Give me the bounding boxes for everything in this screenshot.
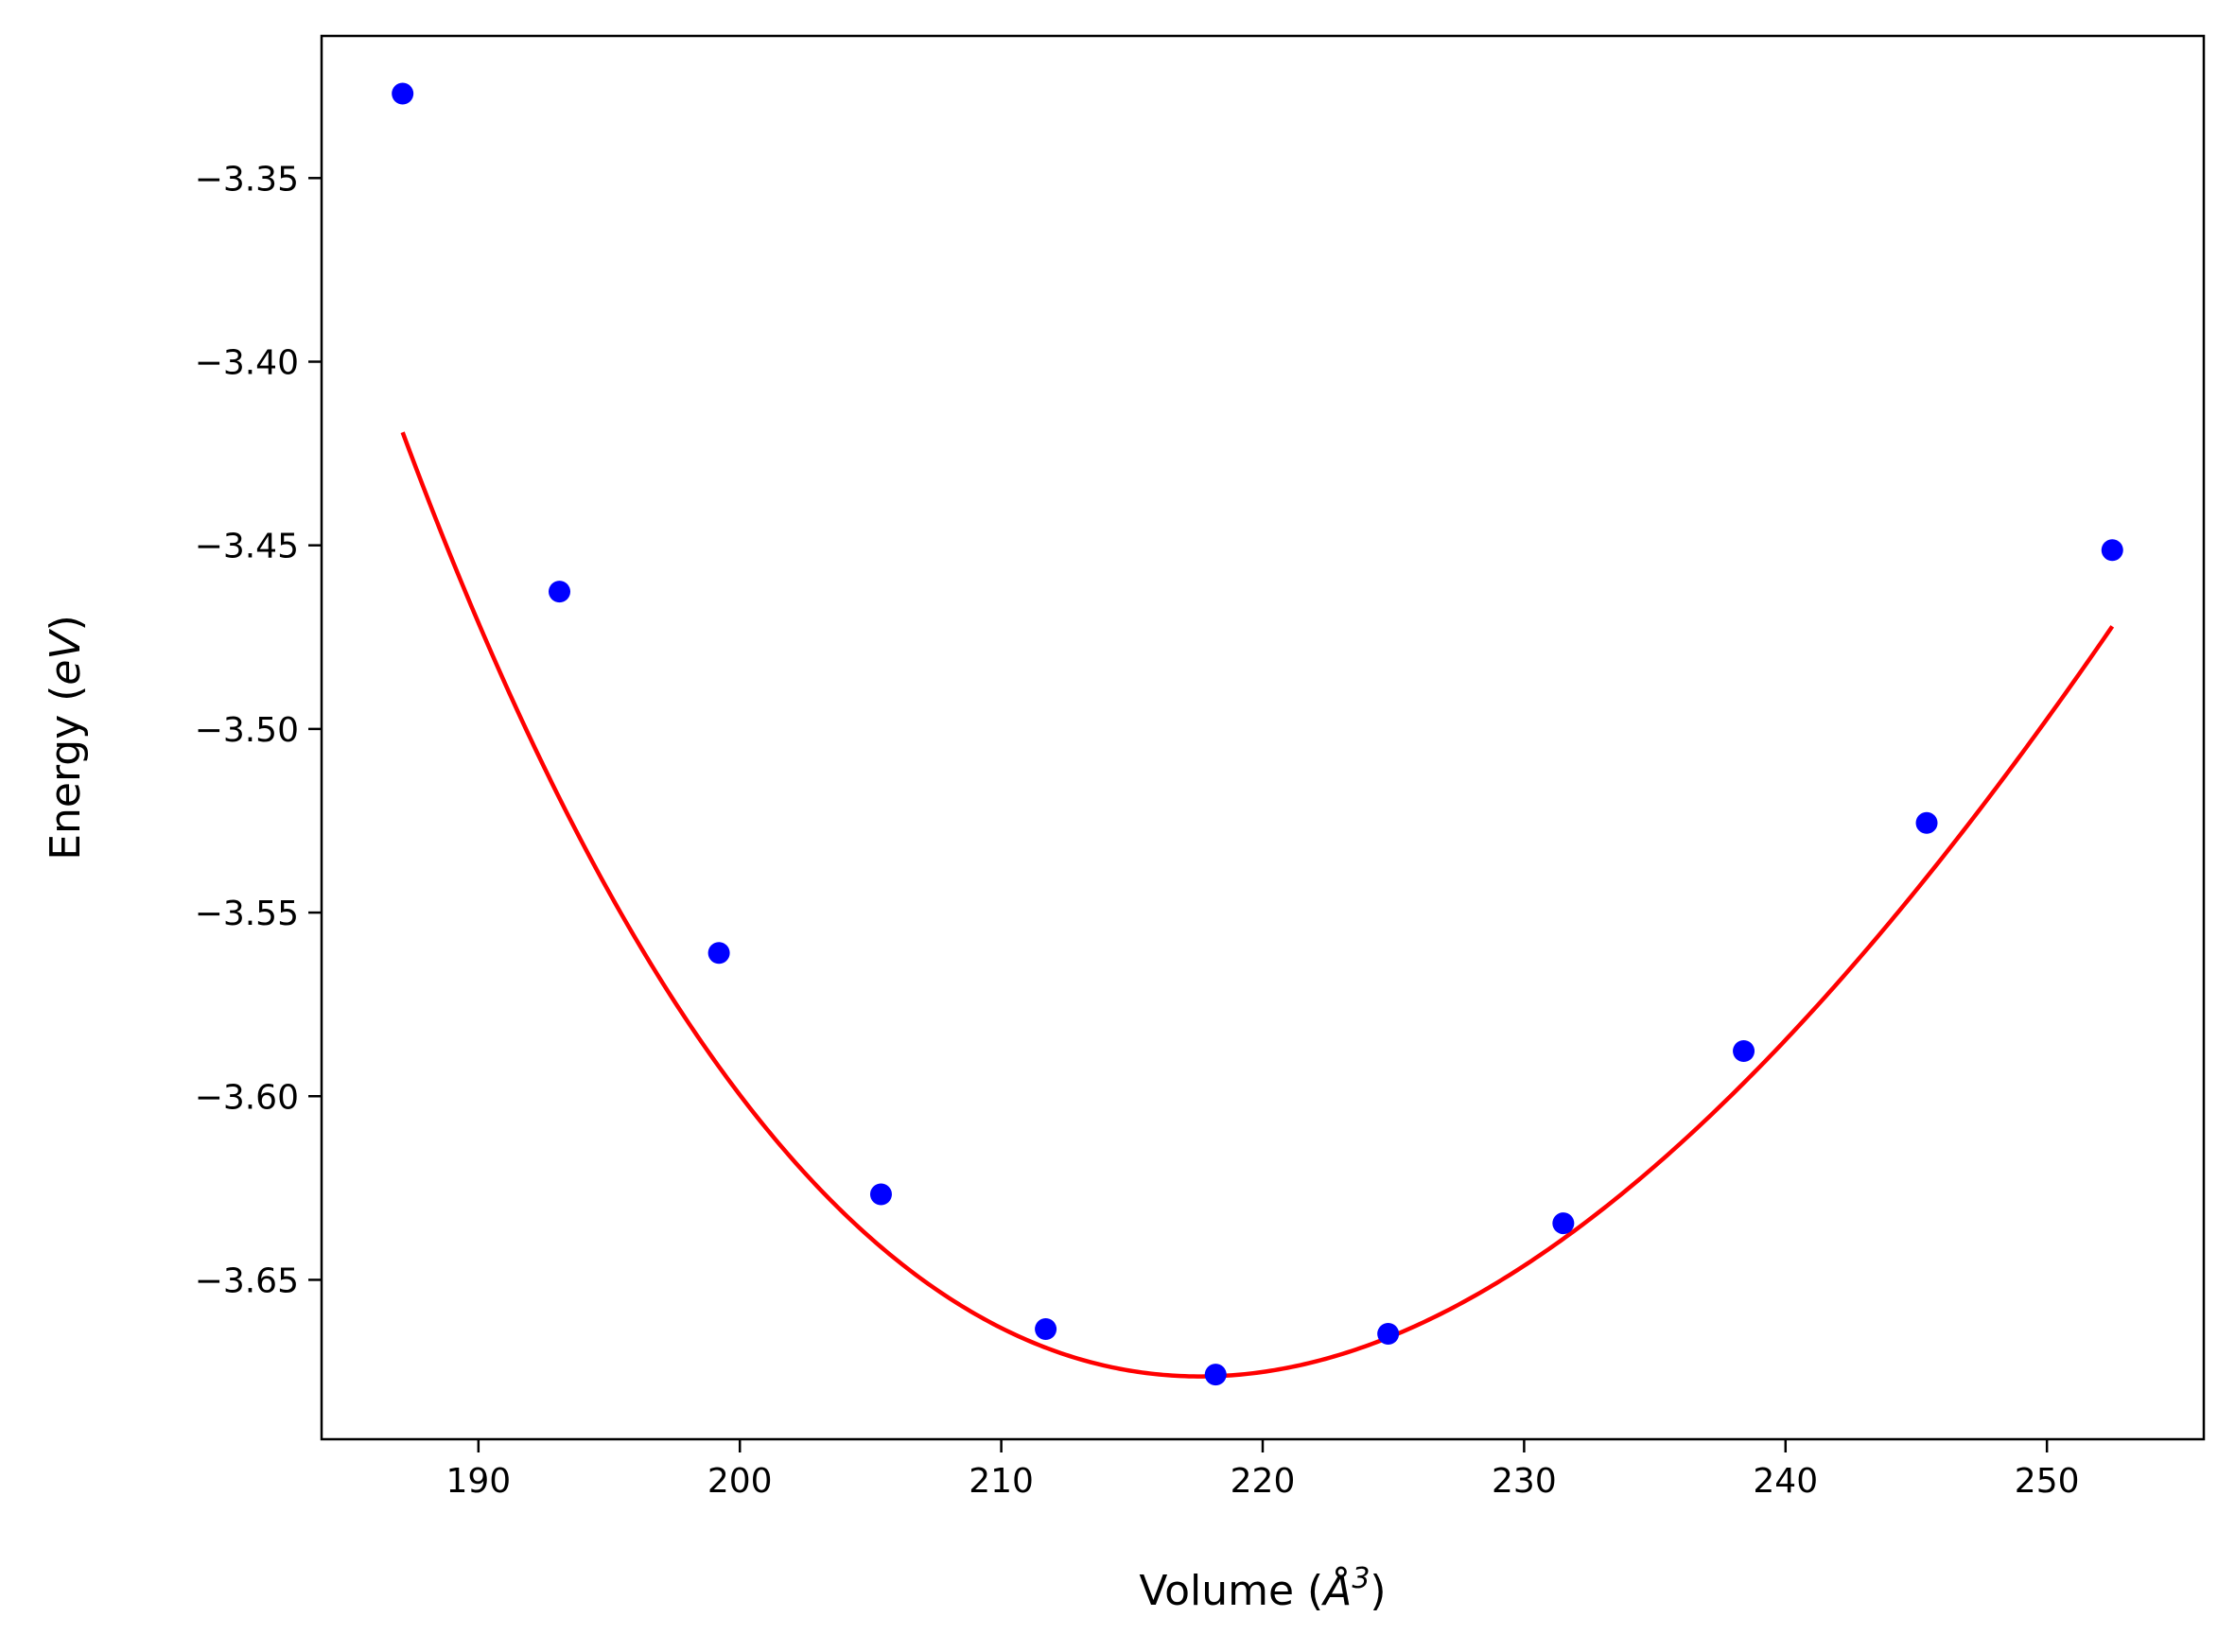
data-point (549, 581, 571, 603)
x-tick-label: 240 (1753, 1462, 1818, 1501)
x-tick-label: 230 (1492, 1462, 1557, 1501)
data-point (392, 82, 414, 105)
y-tick-label: −3.45 (195, 528, 299, 566)
y-axis: −3.35 −3.40 −3.45 −3.50 −3.55 −3.60 −3.65 (195, 160, 322, 1300)
data-point (1377, 1323, 1400, 1346)
x-tick-label: 190 (445, 1462, 511, 1501)
y-tick-label: −3.65 (195, 1261, 299, 1300)
plot-frame (320, 34, 2206, 1441)
data-point (707, 942, 730, 965)
x-tick-label: 250 (2015, 1462, 2080, 1501)
data-point (1552, 1212, 1575, 1235)
y-tick-label: −3.60 (195, 1078, 299, 1117)
fit-curve (400, 431, 2115, 1379)
data-point (1733, 1039, 1755, 1062)
data-point (1035, 1317, 1057, 1340)
x-tick-label: 200 (707, 1462, 773, 1501)
data-point (1915, 811, 1938, 834)
x-axis: 190 200 210 220 230 240 250 (445, 1439, 2080, 1501)
y-tick-label: −3.35 (195, 160, 299, 199)
data-point (1204, 1364, 1227, 1386)
y-tick-label: −3.40 (195, 343, 299, 382)
x-tick-label: 210 (969, 1462, 1034, 1501)
y-axis-label: Energy (eV) (42, 615, 90, 861)
x-axis-label: Volume (Å3) (1139, 1562, 1386, 1615)
y-tick-label: −3.55 (195, 895, 299, 933)
x-tick-label: 220 (1231, 1462, 1296, 1501)
data-point (869, 1183, 892, 1206)
data-point (2101, 539, 2123, 562)
y-tick-label: −3.50 (195, 711, 299, 750)
